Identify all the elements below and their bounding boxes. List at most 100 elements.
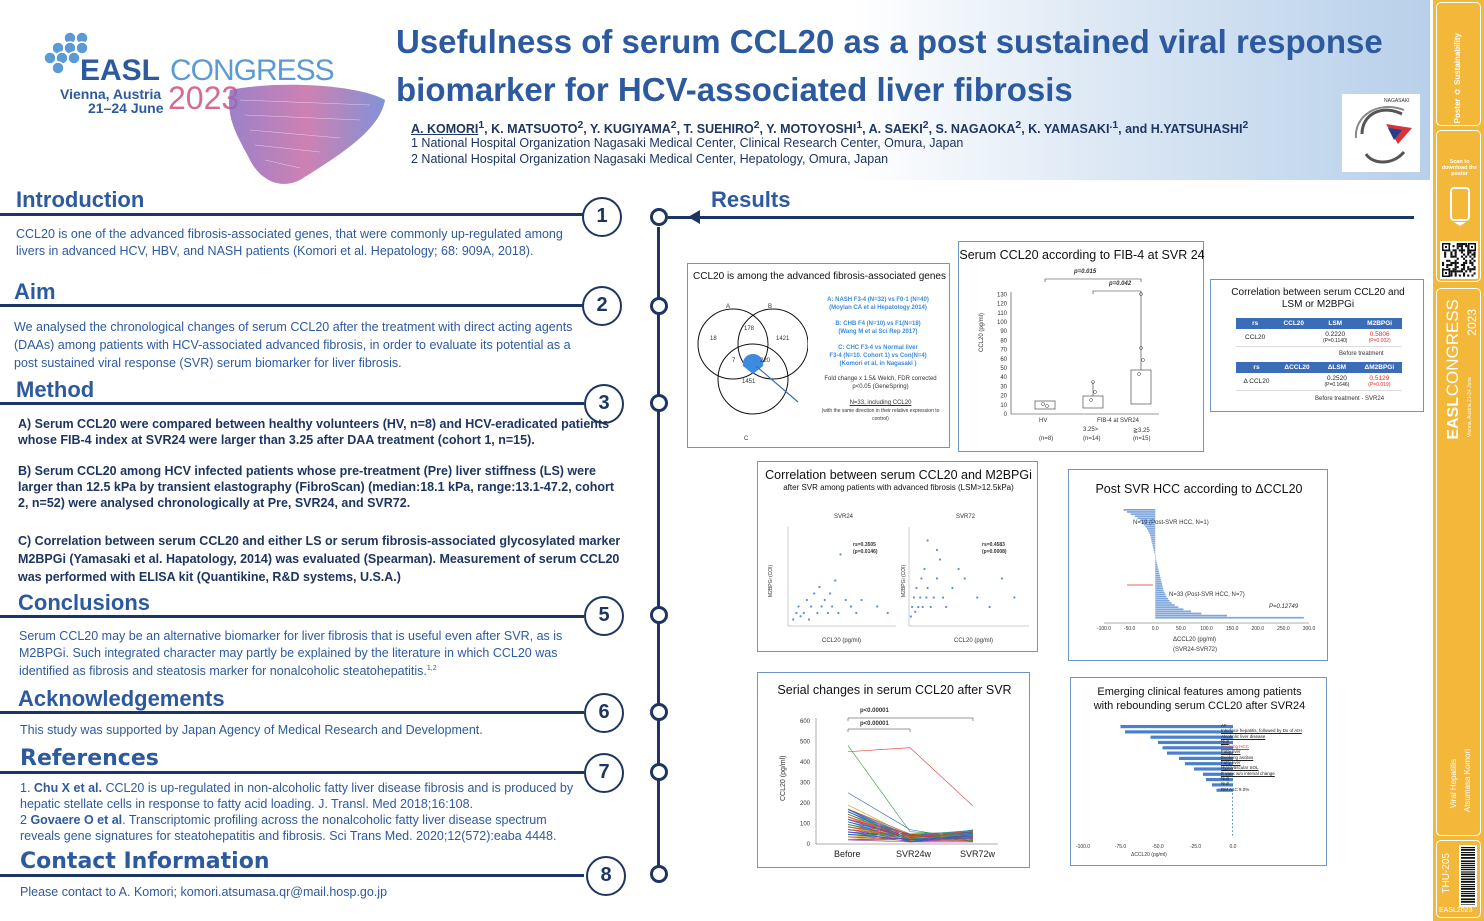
header-background: [380, 0, 1430, 180]
x-tick-label: 0.0: [1230, 844, 1237, 850]
feature-bar-small: [1232, 819, 1233, 821]
waterfall-bar: [1149, 532, 1156, 534]
th: ΔCCL20: [1277, 362, 1318, 373]
conclusions-body: Serum CCL20 may be an alternative biomar…: [19, 629, 563, 679]
patient-line: [847, 811, 974, 840]
scatter-title: Correlation between serum CCL20 and M2BP…: [765, 468, 1032, 482]
hcc-xlabel-1: ΔCCL20 (pg/ml): [1173, 637, 1217, 643]
scatter-point: [920, 577, 923, 580]
qr-module: [1465, 243, 1468, 246]
feature-bar-small: [1232, 804, 1233, 806]
qr-module: [1444, 253, 1447, 256]
timeline-node: [650, 394, 668, 412]
logo-location: Vienna, Austria: [60, 86, 162, 102]
section-number-6: 6: [584, 693, 624, 733]
timeline-node: [650, 703, 668, 721]
td: 0.2520: [1326, 375, 1347, 382]
section-number-2: 2: [582, 286, 622, 326]
scatter-point: [942, 596, 945, 599]
qr-module: [1454, 270, 1457, 273]
td: 0.2220: [1325, 331, 1346, 338]
barcode-bar: [1461, 867, 1475, 869]
waterfall-bar: [1151, 540, 1156, 543]
x-tick-label: 100.0: [1200, 626, 1213, 630]
x-tick-label: 0.0: [1152, 626, 1159, 630]
qr-module: [1454, 261, 1457, 264]
feature-label: DM A1C 8.0%: [1221, 786, 1250, 792]
scatter-point: [802, 611, 805, 615]
qr-module: [1448, 259, 1451, 262]
scatter-point: [945, 605, 948, 609]
qr-module: [1446, 259, 1449, 262]
qr-module: [1465, 245, 1468, 248]
qr-module: [1454, 259, 1457, 262]
arrow-left-icon: [688, 210, 700, 224]
author-sup: 2: [922, 120, 929, 131]
qr-module: [1460, 243, 1463, 246]
waterfall-bar: [1137, 517, 1156, 520]
qr-module: [1469, 261, 1472, 264]
venn-bc: 220: [760, 358, 771, 364]
scatter-point: [935, 548, 938, 552]
y-tick-label: 130: [997, 292, 1008, 298]
section-rule-1: [0, 213, 584, 216]
qr-module: [1460, 270, 1463, 273]
venn-label-a: A: [726, 304, 731, 310]
venn-fold: Fold change x 1.5& Welch, FDR corrected: [824, 376, 937, 382]
th: CCL20: [1274, 318, 1314, 329]
qr-module: [1452, 245, 1455, 248]
waterfall-bar: [1155, 606, 1179, 608]
scatter-point: [914, 610, 917, 613]
qr-module: [1452, 270, 1455, 273]
scatter-subtitle: after SVR among patients with advanced f…: [783, 483, 1014, 492]
section-number-8: 8: [586, 856, 626, 896]
barcode-bar: [1461, 863, 1475, 865]
y-tick-label: 100: [997, 320, 1008, 326]
scatter-point: [860, 598, 863, 602]
waterfall-bar: [1153, 549, 1156, 551]
qr-module: [1471, 253, 1474, 256]
y-tick-label: 30: [1000, 384, 1007, 390]
y-tick-label: 80: [1000, 338, 1007, 344]
scatter-point: [912, 596, 916, 599]
qr-module: [1471, 274, 1474, 277]
scatter-point: [849, 605, 853, 608]
barcode-bar: [1461, 865, 1475, 867]
qr-module: [1469, 268, 1472, 271]
feature-bar: [1216, 788, 1233, 792]
ref-1-text: CCL20 is up-regulated in non-alcoholic f…: [20, 781, 574, 811]
feature-bar: [1158, 740, 1233, 745]
sidebar-code: THU-205: [1441, 853, 1452, 894]
th: LSM: [1313, 318, 1358, 329]
barcode-bar: [1461, 895, 1475, 897]
td: (P=0.019): [1368, 382, 1391, 388]
qr-module: [1465, 261, 1468, 264]
qr-code-icon[interactable]: [1440, 241, 1478, 279]
feature-bar: [1185, 762, 1233, 766]
th: M2BPGi: [1357, 318, 1402, 329]
scatter-point: [818, 585, 821, 589]
th: ΔLSM: [1317, 362, 1357, 373]
fib4-panel: Serum CCL20 according to FIB-4 at SVR 24…: [958, 241, 1205, 452]
feature-label: Evolving HCC: [1221, 744, 1250, 750]
waterfall-bar: [1155, 608, 1184, 611]
phone-icon: [1450, 187, 1470, 226]
waterfall-bar: [1155, 602, 1172, 604]
scatter-point: [929, 605, 932, 609]
barcode-bar: [1461, 869, 1475, 871]
barcode-bar: [1461, 857, 1475, 859]
feature-label: Fatty liver: [1221, 749, 1241, 755]
qr-module: [1460, 249, 1463, 252]
corr-table-2: rs ΔCCL20 ΔLSM ΔM2BPGi Δ CCL20 0.2520 (P=0.16…: [1236, 362, 1402, 391]
waterfall-bar: [1155, 566, 1158, 568]
feature-bar: [1167, 751, 1233, 755]
waterfall-bar: [1123, 509, 1156, 511]
barcode-bar: [1461, 852, 1475, 854]
author-7: K. YAMASAKI: [1028, 122, 1110, 137]
feature-bar: [1194, 767, 1233, 771]
venn-panel: CCL20 is among the advanced fibrosis-ass…: [687, 263, 950, 448]
corr-title-2: LSM or M2BPGi: [1281, 299, 1355, 310]
scatter-point: [810, 605, 813, 608]
qr-module: [1473, 266, 1476, 269]
timeline-node: [650, 763, 668, 781]
